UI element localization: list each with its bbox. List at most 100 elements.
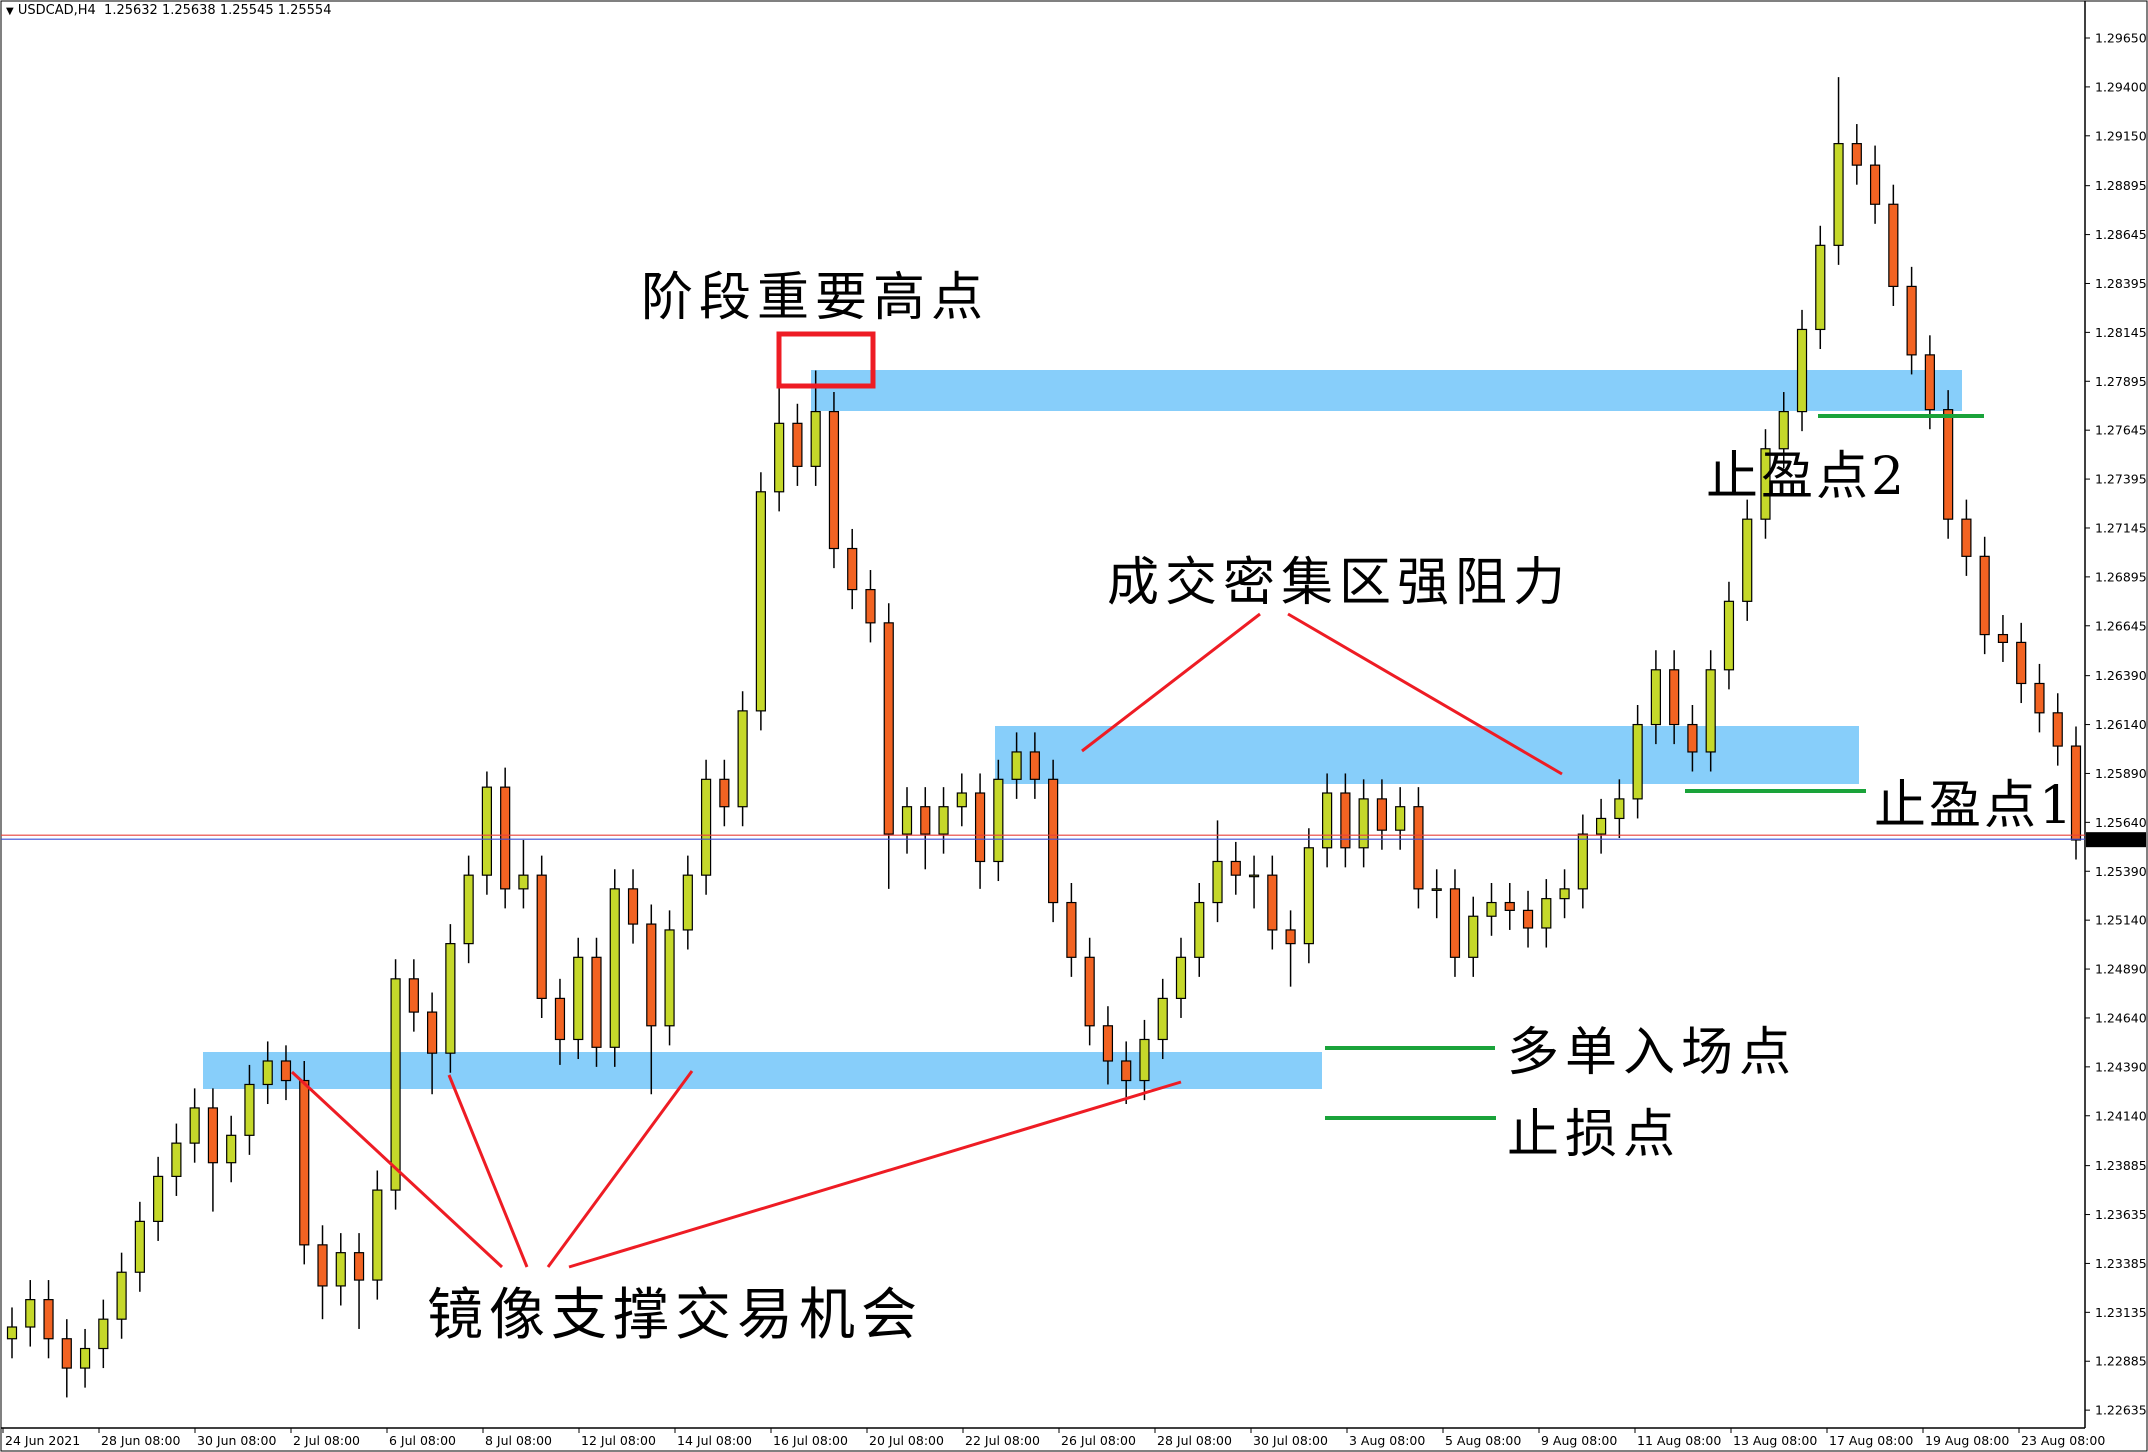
- bull-candle-body: [6, 1326, 18, 1340]
- bull-candle-body: [518, 874, 529, 890]
- candle: [116, 1252, 127, 1339]
- candle: [207, 1088, 219, 1212]
- bull-candle-body: [1760, 448, 1771, 520]
- candle: [1248, 855, 1260, 909]
- bull-candle-body: [1212, 860, 1223, 904]
- time-tick-label: 12 Jul 08:00: [581, 1433, 656, 1448]
- bear-candle-body: [1924, 354, 1935, 411]
- candle: [2052, 693, 2063, 766]
- price-tick-label: 1.25890: [2095, 766, 2147, 781]
- candle: [226, 1115, 237, 1183]
- price-tick-label: 1.28395: [2095, 276, 2147, 291]
- candle: [627, 869, 639, 944]
- bear-candle-body: [280, 1060, 292, 1082]
- bull-candle-body: [445, 943, 456, 1054]
- time-tick-label: 26 Jul 08:00: [1061, 1433, 1136, 1448]
- candle: [1888, 184, 1899, 306]
- bull-candle-body: [1577, 833, 1588, 890]
- bear-candle-body: [627, 888, 639, 925]
- bear-candle-body: [1413, 806, 1424, 890]
- triangle-down-icon[interactable]: ▼: [6, 6, 14, 17]
- candle: [1595, 798, 1607, 854]
- candle: [1723, 581, 1735, 690]
- candle: [1669, 650, 1680, 745]
- bull-candle-body: [1705, 669, 1716, 753]
- price-tick-label: 1.27645: [2095, 423, 2147, 438]
- bull-candle-body: [244, 1083, 255, 1136]
- candle: [189, 1088, 200, 1163]
- candle: [1431, 869, 1442, 919]
- candle: [993, 759, 1004, 882]
- candle: [1267, 855, 1278, 950]
- bear-candle-body: [719, 778, 730, 808]
- time-tick-label: 5 Aug 08:00: [1445, 1433, 1521, 1448]
- bull-candle-body: [1486, 901, 1497, 917]
- bull-candle-body: [226, 1134, 237, 1164]
- resistance-label: 成交密集区强阻力: [1107, 553, 1572, 613]
- bear-candle-body: [1504, 901, 1515, 911]
- resistance-pointer-line: [1287, 612, 1563, 776]
- bull-candle-body: [956, 792, 967, 808]
- candle: [737, 691, 748, 827]
- bear-candle-body: [591, 956, 602, 1048]
- candle: [1577, 814, 1588, 909]
- bear-candle-body: [2016, 641, 2027, 685]
- candle: [974, 773, 986, 889]
- bear-candle-body: [536, 874, 547, 999]
- time-tick-label: 3 Aug 08:00: [1349, 1433, 1425, 1448]
- symbol-label: USDCAD,H4: [17, 3, 96, 18]
- bear-candle-body: [1943, 409, 1954, 520]
- candle: [646, 904, 657, 1095]
- price-axis: 1.29650 1.29400 1.29150 1.28895 1.28645 1.283…: [2085, 31, 2147, 1418]
- bear-candle-body: [1687, 723, 1698, 753]
- time-axis: 24 Jun 2021 28 Jun 08:00 30 Jun 08:00 2 Jul…: [2, 1428, 2105, 1448]
- candle: [153, 1156, 164, 1241]
- candle: [1924, 335, 1935, 430]
- time-tick-label: 24 Jun 2021: [5, 1433, 80, 1448]
- bear-candle-body: [43, 1299, 54, 1340]
- candle: [1760, 429, 1771, 539]
- bear-candle-body: [1522, 909, 1534, 929]
- bull-candle-body: [1431, 888, 1442, 891]
- candle: [500, 767, 511, 909]
- price-tick-label: 1.27395: [2095, 472, 2147, 487]
- bear-candle-body: [299, 1079, 310, 1246]
- candle: [1449, 869, 1461, 977]
- key-high-label: 阶段重要高点: [641, 268, 990, 328]
- bear-candle-body: [500, 786, 511, 890]
- bear-candle-body: [1888, 203, 1899, 288]
- bear-candle-body: [61, 1338, 72, 1369]
- level-lines: [1325, 414, 1984, 1120]
- bull-candle-body: [335, 1252, 346, 1287]
- current-price-box: [2086, 832, 2146, 848]
- bull-candle-body: [901, 806, 913, 835]
- bear-candle-body: [1102, 1025, 1114, 1062]
- price-tick-label: 1.23635: [2095, 1207, 2147, 1222]
- candles-group: [6, 77, 2082, 1398]
- bull-candle-body: [463, 874, 474, 945]
- candle: [518, 839, 529, 909]
- time-tick-label: 28 Jun 08:00: [101, 1433, 180, 1448]
- price-tick-label: 1.28645: [2095, 227, 2147, 242]
- price-tick-label: 1.26140: [2095, 717, 2147, 732]
- bear-candle-body: [865, 588, 876, 624]
- bear-candle-body: [1851, 143, 1862, 166]
- time-tick-label: 14 Jul 08:00: [677, 1433, 752, 1448]
- chart-header: ▼ USDCAD,H4 1.25632 1.25638 1.25545 1.25…: [6, 3, 331, 18]
- candle: [61, 1319, 72, 1398]
- time-tick-label: 2 Jul 08:00: [293, 1433, 360, 1448]
- bull-candle-body: [1157, 997, 1168, 1041]
- candle: [1340, 773, 1351, 868]
- candle: [609, 869, 620, 1067]
- bear-candle-body: [1048, 778, 1059, 904]
- price-tick-label: 1.27145: [2095, 520, 2147, 535]
- support-pointer-line: [290, 1070, 504, 1269]
- candle: [938, 787, 949, 854]
- candle: [408, 959, 419, 1032]
- candle: [1175, 937, 1187, 1018]
- resistance-pointer-line: [1081, 612, 1261, 753]
- candle: [1029, 732, 1040, 799]
- bear-candle-body: [883, 622, 894, 835]
- bear-candle-body: [920, 806, 931, 835]
